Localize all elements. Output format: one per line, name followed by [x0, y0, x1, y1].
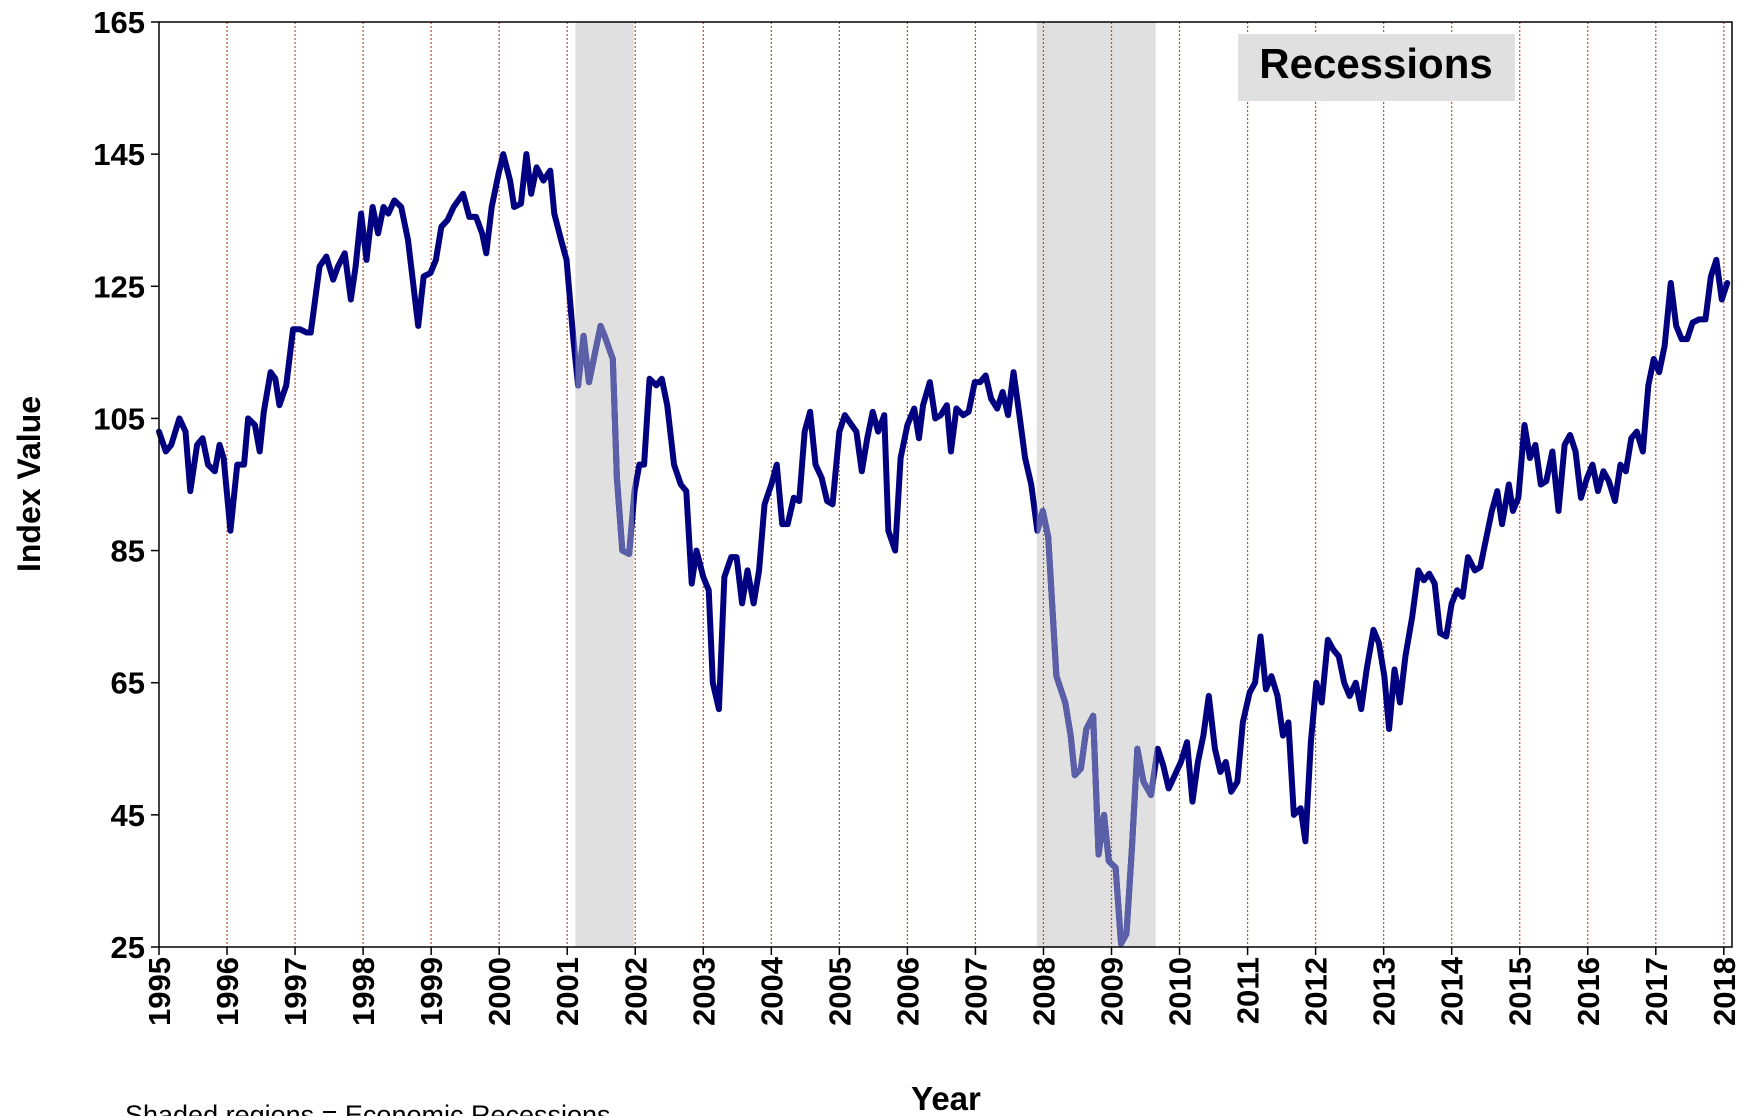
x-axis-label: Year	[911, 1080, 981, 1116]
recession-shade	[575, 22, 634, 947]
y-tick-label: 125	[93, 269, 145, 304]
footnote: Shaded regions = Economic Recessions	[125, 1100, 611, 1116]
x-tick-label: 2004	[754, 956, 789, 1026]
x-tick-label: 1997	[278, 957, 313, 1026]
x-tick-label: 1998	[346, 957, 381, 1026]
x-tick-label: 2005	[822, 957, 857, 1026]
y-tick-label: 145	[93, 137, 145, 172]
y-tick-label: 85	[111, 534, 145, 569]
grid	[226, 22, 1725, 947]
x-tick-label: 2002	[618, 957, 653, 1026]
y-tick-label: 65	[111, 666, 145, 701]
y-tick-label: 165	[93, 5, 145, 40]
x-tick-label: 2000	[482, 957, 517, 1026]
x-tick-label: 2013	[1367, 957, 1402, 1026]
series-line	[156, 151, 1731, 947]
x-tick-label: 2017	[1639, 957, 1674, 1026]
x-tick-label: 1995	[142, 957, 177, 1026]
y-tick-label: 25	[111, 930, 145, 965]
x-tick-label: 2007	[958, 957, 993, 1026]
y-tick-label: 105	[93, 401, 145, 436]
axes: 1995 1996 1997 1998 1999 2000 2001 2002 2003 2004…	[93, 5, 1742, 1026]
x-tick-label: 2018	[1707, 957, 1742, 1026]
x-tick-label: 2010	[1163, 957, 1198, 1026]
x-tick-label: 1996	[210, 957, 245, 1026]
x-tick-label: 2011	[1231, 957, 1266, 1024]
annotation-box	[1238, 34, 1515, 101]
recession-shades	[575, 22, 1156, 947]
x-tick-label: 2015	[1503, 957, 1538, 1026]
x-tick-label: 2014	[1435, 956, 1470, 1026]
y-axis-label: Index Value	[11, 396, 47, 572]
plot-frame	[158, 21, 1733, 948]
lines	[156, 151, 1731, 947]
x-tick-label: 1999	[414, 957, 449, 1026]
x-tick-label: 2009	[1095, 957, 1130, 1026]
x-tick-label: 2012	[1299, 957, 1334, 1026]
x-tick-label: 2006	[890, 957, 925, 1026]
x-tick-label: 2016	[1571, 957, 1606, 1026]
y-tick-label: 45	[111, 798, 145, 833]
x-tick-label: 2001	[550, 957, 585, 1026]
x-tick-label: 2008	[1026, 957, 1061, 1026]
recession-line	[575, 151, 1156, 947]
x-tick-label: 2003	[686, 957, 721, 1026]
annotation: Recessions	[1259, 40, 1492, 87]
